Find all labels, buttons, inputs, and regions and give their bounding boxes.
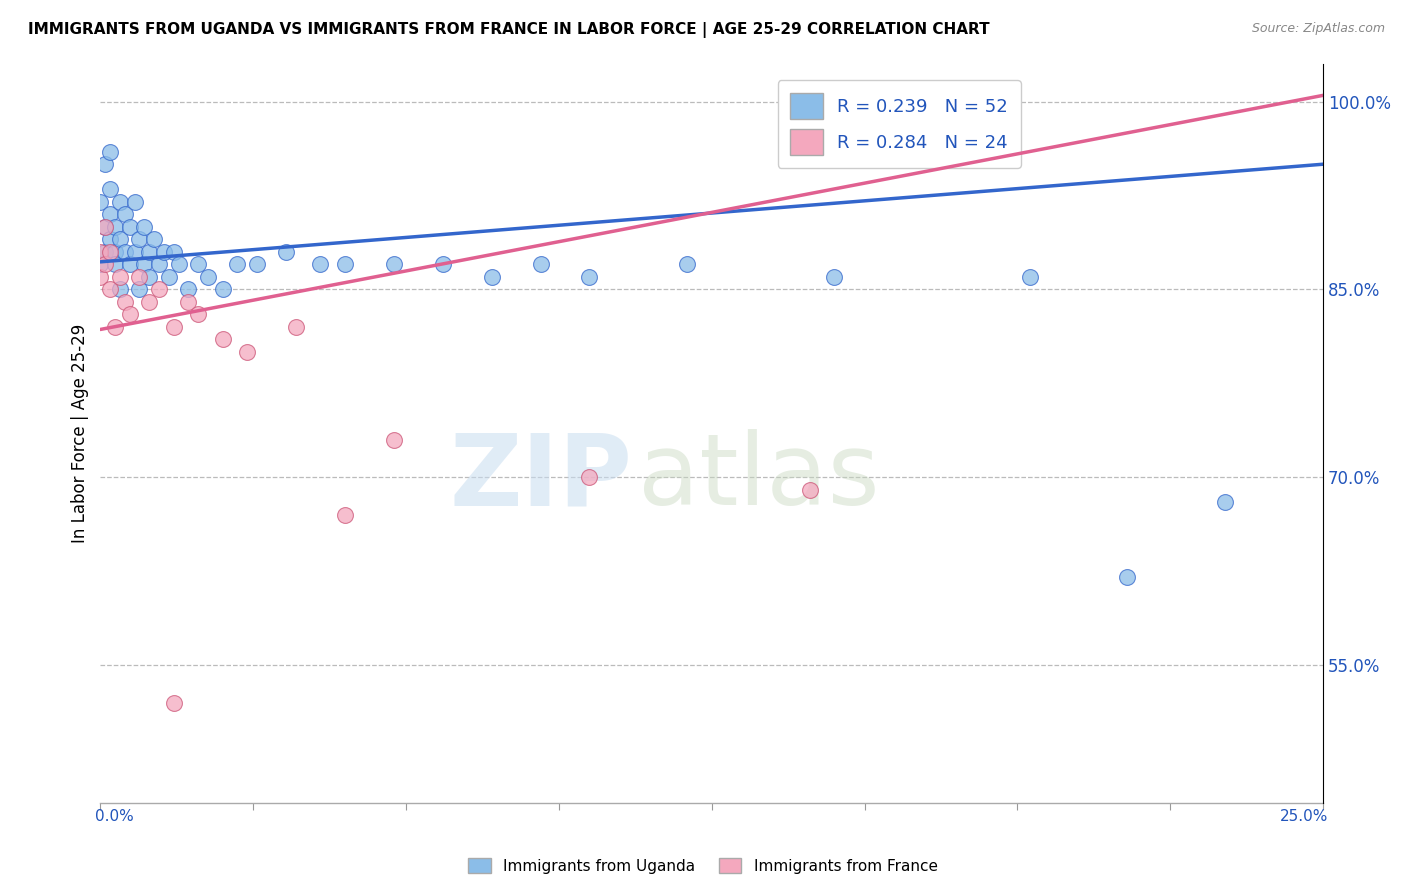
Point: [148, 282, 170, 296]
Point: [98, 182, 121, 196]
Y-axis label: In Labor Force | Age 25-29: In Labor Force | Age 25-29: [72, 324, 89, 543]
Point: [94, 157, 117, 171]
Point: [211, 333, 233, 347]
Point: [108, 232, 131, 246]
Point: [94, 244, 117, 259]
Point: [799, 483, 821, 497]
Point: [1018, 269, 1040, 284]
Point: [823, 269, 845, 284]
Point: [1116, 570, 1139, 584]
Point: [163, 320, 186, 334]
Point: [187, 308, 209, 322]
Text: ZIP: ZIP: [450, 429, 633, 526]
Point: [285, 320, 308, 334]
Point: [98, 232, 121, 246]
Point: [163, 696, 186, 710]
Point: [118, 257, 141, 271]
Point: [676, 257, 699, 271]
Point: [104, 219, 127, 234]
Point: [578, 269, 600, 284]
Text: 0.0%: 0.0%: [96, 809, 134, 824]
Point: [163, 244, 186, 259]
Point: [124, 194, 146, 209]
Point: [118, 219, 141, 234]
Point: [236, 345, 259, 359]
Point: [529, 257, 551, 271]
Point: [143, 232, 166, 246]
Point: [128, 269, 150, 284]
Point: [309, 257, 332, 271]
Point: [138, 294, 160, 309]
Point: [578, 470, 600, 484]
Point: [481, 269, 503, 284]
Point: [134, 257, 156, 271]
Point: [114, 244, 136, 259]
Point: [89, 269, 111, 284]
Point: [104, 257, 127, 271]
Point: [167, 257, 190, 271]
Point: [114, 207, 136, 221]
Point: [187, 257, 209, 271]
Point: [104, 320, 127, 334]
Legend: Immigrants from Uganda, Immigrants from France: Immigrants from Uganda, Immigrants from …: [463, 852, 943, 880]
Point: [382, 433, 405, 447]
Point: [118, 308, 141, 322]
Point: [177, 282, 200, 296]
Point: [211, 282, 233, 296]
Point: [226, 257, 249, 271]
Point: [128, 232, 150, 246]
Point: [98, 207, 121, 221]
Point: [98, 244, 121, 259]
Point: [94, 219, 117, 234]
Point: [108, 282, 131, 296]
Point: [108, 269, 131, 284]
Point: [276, 244, 298, 259]
Point: [138, 244, 160, 259]
Point: [89, 194, 111, 209]
Text: IMMIGRANTS FROM UGANDA VS IMMIGRANTS FROM FRANCE IN LABOR FORCE | AGE 25-29 CORR: IMMIGRANTS FROM UGANDA VS IMMIGRANTS FRO…: [28, 22, 990, 38]
Point: [157, 269, 180, 284]
Point: [148, 257, 170, 271]
Point: [138, 269, 160, 284]
Point: [333, 257, 356, 271]
Point: [89, 257, 111, 271]
Legend: R = 0.239   N = 52, R = 0.284   N = 24: R = 0.239 N = 52, R = 0.284 N = 24: [778, 80, 1021, 168]
Point: [432, 257, 454, 271]
Point: [1213, 495, 1236, 509]
Text: 25.0%: 25.0%: [1279, 809, 1329, 824]
Point: [89, 244, 111, 259]
Text: atlas: atlas: [638, 429, 880, 526]
Point: [134, 219, 156, 234]
Point: [94, 257, 117, 271]
Text: Source: ZipAtlas.com: Source: ZipAtlas.com: [1251, 22, 1385, 36]
Point: [128, 282, 150, 296]
Point: [108, 194, 131, 209]
Point: [177, 294, 200, 309]
Point: [98, 282, 121, 296]
Point: [94, 219, 117, 234]
Point: [98, 145, 121, 159]
Point: [124, 244, 146, 259]
Point: [197, 269, 219, 284]
Point: [153, 244, 176, 259]
Point: [382, 257, 405, 271]
Point: [114, 294, 136, 309]
Point: [104, 244, 127, 259]
Point: [333, 508, 356, 522]
Point: [246, 257, 269, 271]
